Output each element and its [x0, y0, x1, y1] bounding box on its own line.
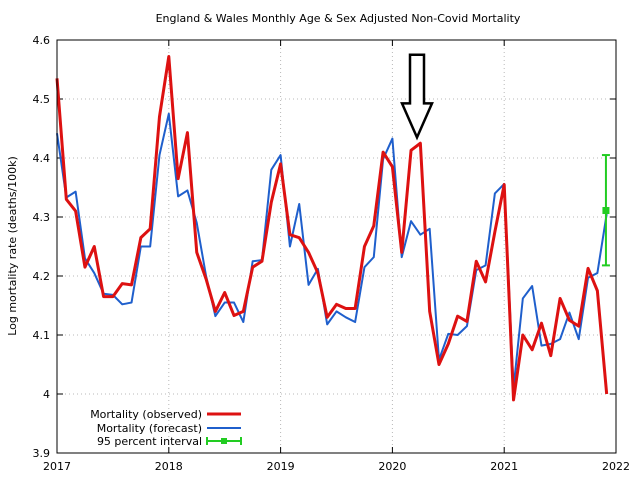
y-tick-label: 4 [43, 388, 50, 401]
y-tick-label: 3.9 [33, 447, 51, 460]
y-tick-label: 4.6 [33, 34, 51, 47]
legend-swatch-interval [206, 437, 242, 445]
y-tick-label: 4.4 [33, 152, 51, 165]
chart-title: England & Wales Monthly Age & Sex Adjust… [156, 12, 521, 25]
legend-label-observed: Mortality (observed) [90, 408, 202, 421]
series-line-observed [55, 55, 609, 402]
legend-label-interval: 95 percent interval [97, 435, 202, 448]
y-tick-label: 4.5 [33, 93, 51, 106]
axis-ticks: 3.9 4 4.1 4.2 4.3 4.4 4.5 4.6 2017 2018 2019 2020 20… [33, 34, 631, 473]
interval-bar [601, 154, 610, 267]
plot-frame [56, 39, 617, 454]
x-tick-label: 2019 [267, 460, 295, 473]
legend-label-forecast: Mortality (forecast) [97, 422, 202, 435]
annotation-arrow [400, 53, 434, 141]
x-tick-label: 2017 [43, 460, 71, 473]
y-tick-label: 4.2 [33, 270, 51, 283]
interval-center-point [602, 207, 610, 215]
y-axis-title: Log mortality rate (deaths/100k) [6, 156, 19, 336]
arrow-down-icon [400, 53, 434, 141]
series-line-forecast [56, 112, 608, 390]
legend: Mortality (observed) Mortality (forecast… [90, 408, 242, 448]
x-tick-label: 2022 [602, 460, 630, 473]
x-tick-label: 2021 [490, 460, 518, 473]
y-tick-label: 4.3 [33, 211, 51, 224]
y-tick-label: 4.1 [33, 329, 51, 342]
series-lines [55, 55, 609, 402]
x-tick-label: 2018 [155, 460, 183, 473]
x-tick-label: 2020 [378, 460, 406, 473]
